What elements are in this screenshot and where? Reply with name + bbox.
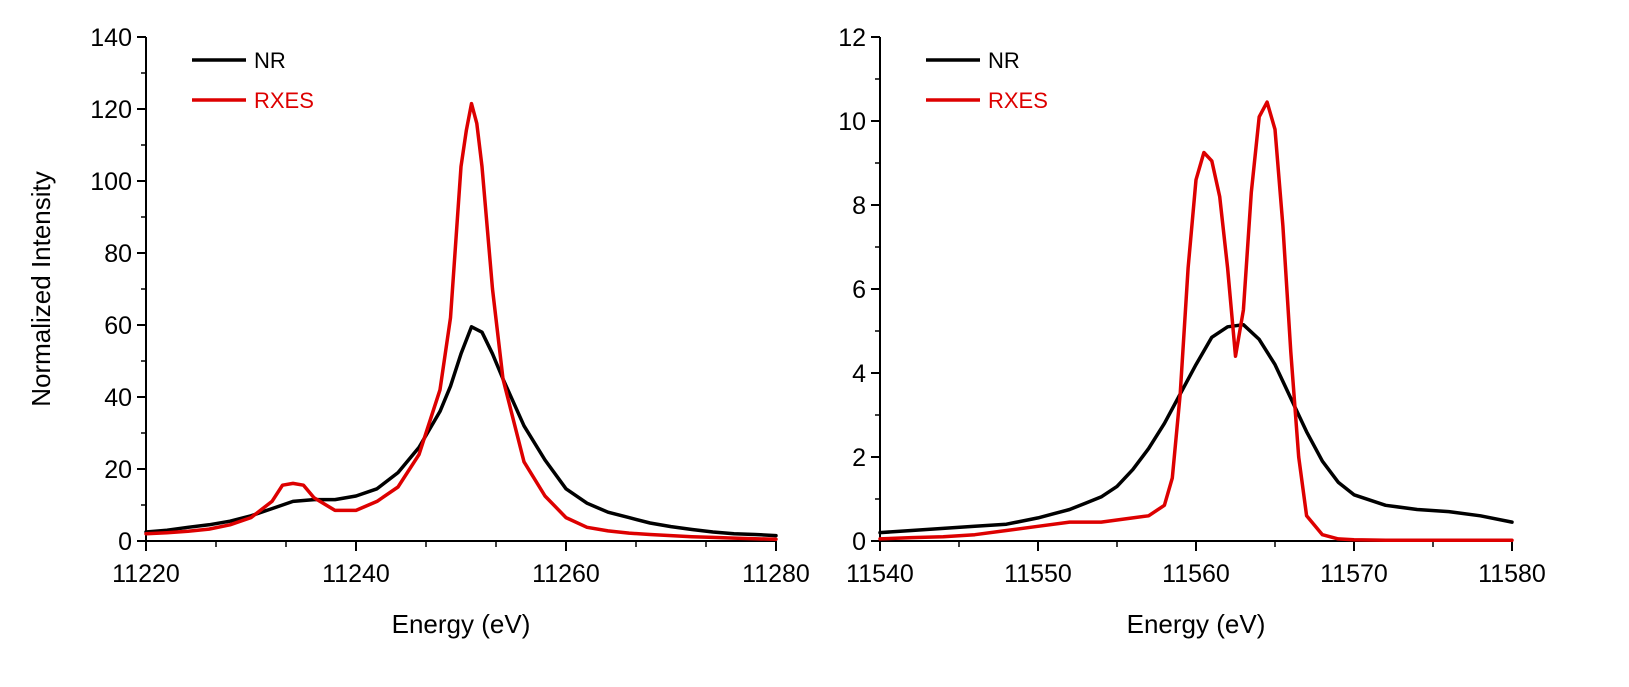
y-tick-label: 0 [118,528,132,556]
x-tick-label: 11560 [1162,560,1230,588]
chart-panel-2: 0 2 4 6 8 10 12 11540 11550 11560 11570 11580 Energy… [838,24,1546,639]
y-tick-label: 2 [852,444,866,472]
x-tick-label: 11570 [1320,560,1388,588]
legend-label-rxes: RXES [988,88,1048,113]
y-tick-label: 80 [104,240,132,268]
x-tick-label: 11240 [322,560,390,588]
y-tick-label: 6 [852,276,866,304]
series-line-rxes [878,100,1514,542]
y-tick-label: 40 [104,384,132,412]
legend-label-rxes: RXES [254,88,314,113]
y-axis-label: Normalized Intensity [26,171,56,407]
series-line-nr [144,325,778,538]
y-tick-label: 8 [852,192,866,220]
x-tick-label: 11580 [1478,560,1546,588]
legend-label-nr: NR [988,48,1020,73]
series-line-nr [878,322,1514,535]
x-tick-label: 11540 [846,560,914,588]
series-line-rxes [144,101,778,541]
x-tick-label: 11280 [742,560,810,588]
y-tick-label: 4 [852,360,866,388]
x-axis-label: Energy (eV) [392,609,531,639]
y-tick-label: 0 [852,528,866,556]
y-tick-label: 12 [838,24,866,52]
x-tick-label: 11260 [532,560,600,588]
y-tick-label: 100 [90,168,132,196]
chart-panel-1: 0 20 40 60 80 100 120 140 11220 11240 11260 11280 En… [26,24,810,639]
y-tick-label: 20 [104,456,132,484]
x-tick-label: 11220 [112,560,180,588]
y-tick-label: 60 [104,312,132,340]
y-tick-label: 120 [90,96,132,124]
y-tick-label: 140 [90,24,132,52]
legend-label-nr: NR [254,48,286,73]
y-tick-label: 10 [838,108,866,136]
x-tick-label: 11550 [1004,560,1072,588]
x-axis-label: Energy (eV) [1127,609,1266,639]
